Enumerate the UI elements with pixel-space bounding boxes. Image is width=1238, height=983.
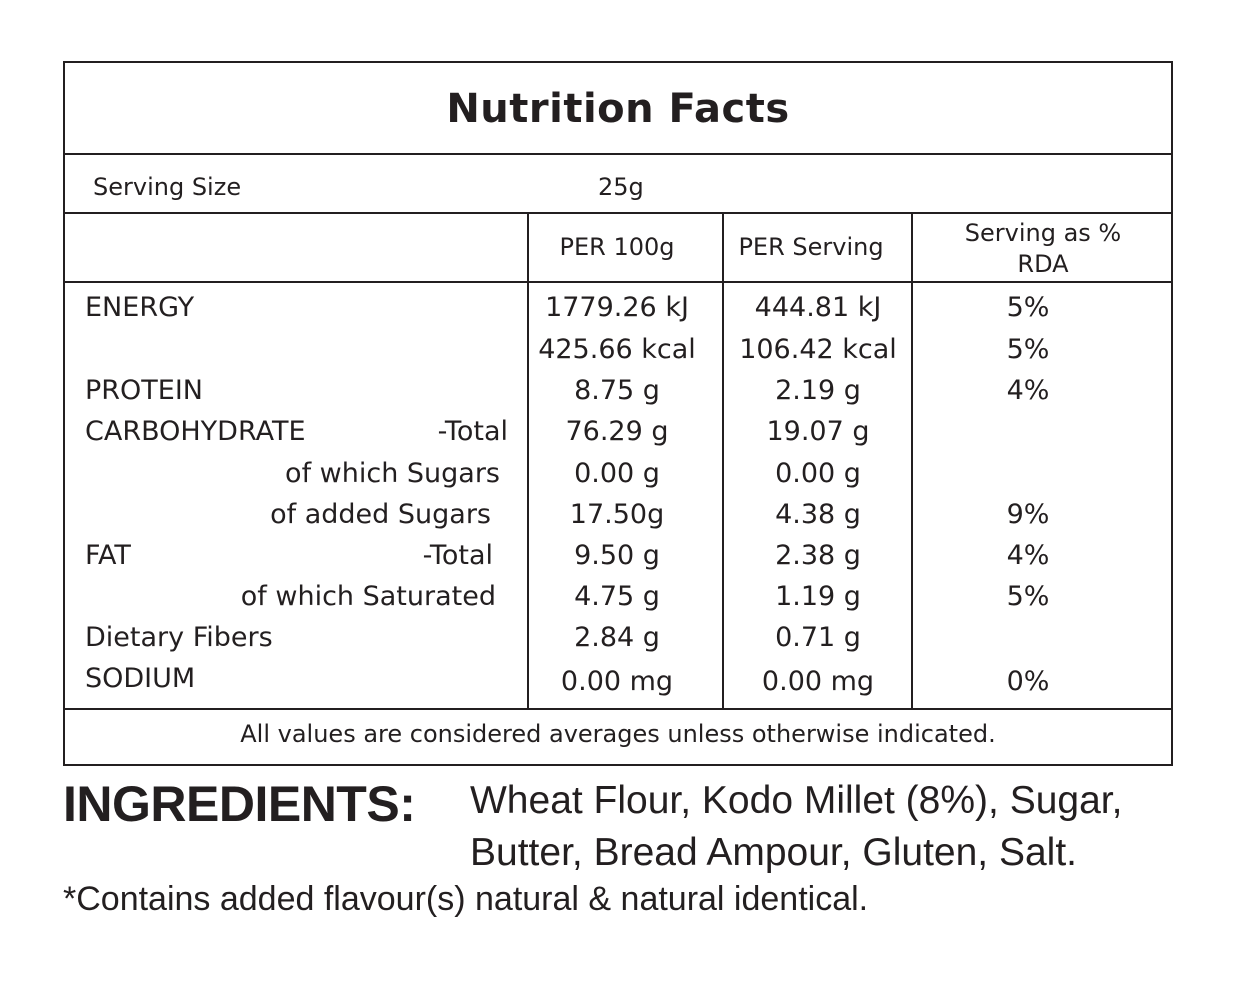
row-label-dietary-fibers: Dietary Fibers — [85, 622, 273, 653]
cell-per100-sodium: 0.00 mg — [560, 666, 674, 697]
row-label-carbohydrate: CARBOHYDRATE — [85, 416, 306, 447]
cell-per100-fibers: 2.84 g — [574, 622, 660, 653]
cell-perserving-fibers: 0.71 g — [775, 622, 861, 653]
row-label-sodium: SODIUM — [85, 663, 196, 694]
divider — [65, 153, 1171, 155]
cell-per100-energy-kcal: 425.66 kcal — [538, 334, 696, 365]
row-qualifier-sugars: of which Sugars — [285, 458, 500, 489]
cell-rda-sodium: 0% — [1006, 666, 1050, 697]
row-qualifier-added-sugars: of added Sugars — [270, 499, 491, 530]
cell-perserving-sodium: 0.00 mg — [761, 666, 875, 697]
row-label-fat: FAT — [85, 540, 131, 571]
row-qualifier-saturated: of which Saturated — [240, 581, 496, 612]
cell-per100-saturated: 4.75 g — [574, 581, 660, 612]
cell-perserving-protein: 2.19 g — [775, 375, 861, 406]
ingredients-line-2: Butter, Bread Ampour, Gluten, Salt. — [470, 831, 1078, 874]
row-label-protein: PROTEIN — [85, 375, 204, 406]
cell-perserving-saturated: 1.19 g — [775, 581, 861, 612]
row-qualifier-carb-total: -Total — [437, 416, 508, 447]
cell-perserving-sugars: 0.00 g — [775, 458, 861, 489]
cell-per100-sugars: 0.00 g — [574, 458, 660, 489]
serving-size-label: Serving Size — [93, 173, 242, 201]
cell-per100-added-sugars: 17.50g — [569, 499, 665, 530]
header-per-100g: PER 100g — [559, 233, 675, 261]
cell-rda-saturated: 5% — [1006, 581, 1050, 612]
ingredients-line-1: Wheat Flour, Kodo Millet (8%), Sugar, — [470, 779, 1123, 822]
cell-perserving-fat-total: 2.38 g — [775, 540, 861, 571]
cell-per100-carb-total: 76.29 g — [565, 416, 669, 447]
ingredients-heading: INGREDIENTS: — [63, 776, 416, 832]
cell-perserving-energy-kj: 444.81 kJ — [754, 292, 882, 323]
serving-size-value: 25g — [598, 173, 644, 201]
panel-title: Nutrition Facts — [446, 86, 790, 132]
header-rda-line2: RDA — [1017, 250, 1069, 278]
cell-perserving-energy-kcal: 106.42 kcal — [739, 334, 897, 365]
cell-per100-fat-total: 9.50 g — [574, 540, 660, 571]
cell-rda-energy-kcal: 5% — [1006, 334, 1050, 365]
column-divider — [722, 214, 724, 708]
header-rda-line1: Serving as % — [964, 219, 1122, 247]
header-per-serving: PER Serving — [738, 233, 884, 261]
cell-rda-protein: 4% — [1006, 375, 1050, 406]
column-divider — [911, 214, 913, 708]
cell-per100-energy-kj: 1779.26 kJ — [545, 292, 689, 323]
flavour-disclaimer: *Contains added flavour(s) natural & nat… — [63, 880, 869, 918]
cell-rda-added-sugars: 9% — [1006, 499, 1050, 530]
divider — [65, 212, 1171, 214]
row-label-energy: ENERGY — [85, 292, 195, 323]
divider — [65, 281, 1171, 283]
divider — [65, 708, 1171, 710]
column-divider — [527, 214, 529, 708]
cell-rda-energy-kj: 5% — [1006, 292, 1050, 323]
footnote: All values are considered averages unles… — [240, 720, 996, 748]
row-qualifier-fat-total: -Total — [422, 540, 493, 571]
cell-perserving-added-sugars: 4.38 g — [775, 499, 861, 530]
cell-per100-protein: 8.75 g — [574, 375, 660, 406]
nutrition-facts-panel: Nutrition Facts Serving Size 25g PER 100… — [63, 61, 1173, 766]
cell-perserving-carb-total: 19.07 g — [766, 416, 870, 447]
cell-rda-fat-total: 4% — [1006, 540, 1050, 571]
